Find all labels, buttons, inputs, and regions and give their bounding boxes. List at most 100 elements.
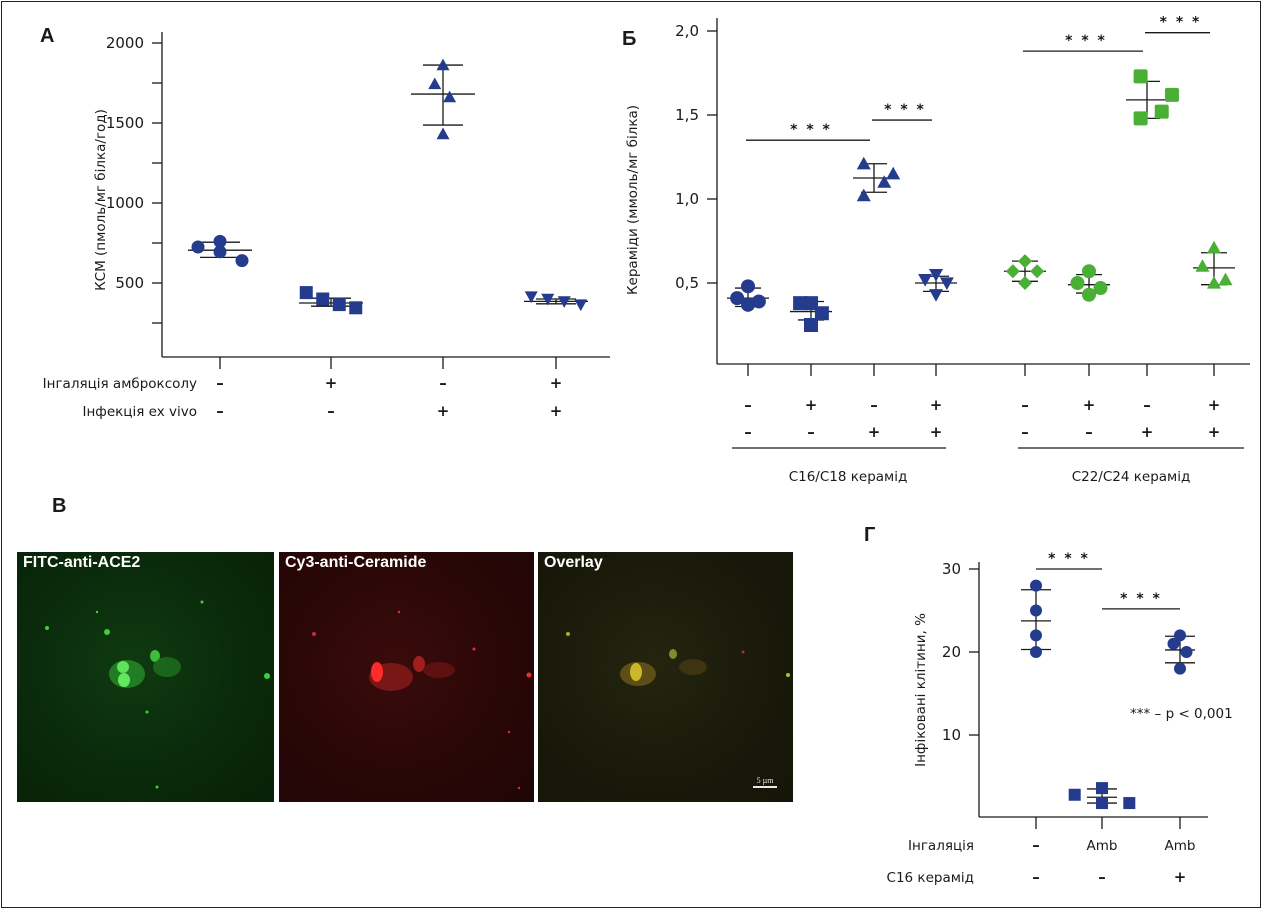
- data-point-D: [1167, 637, 1180, 650]
- data-point-D: [1030, 646, 1042, 658]
- data-point-D: [1096, 797, 1108, 810]
- data-point-A: [316, 292, 330, 306]
- data-point-B: [1093, 281, 1108, 296]
- fitc-signal: [45, 600, 270, 789]
- group-label-B: C22/C24 керамід: [1072, 469, 1191, 485]
- data-point-B: [1082, 287, 1096, 302]
- data-point-B: [751, 294, 766, 309]
- y-tick-label-D: 20: [942, 643, 961, 661]
- condition-symbol-B: –: [1143, 396, 1151, 414]
- data-point-D: [1030, 604, 1042, 617]
- data-point-B: [793, 296, 808, 311]
- data-point-B: [856, 156, 871, 170]
- y-axis-label-A: КСМ (пмоль/мг білка/год): [93, 109, 109, 291]
- data-point-A: [541, 293, 555, 306]
- y-axis-label-D: Інфіковані клітини, %: [913, 613, 929, 767]
- condition-symbol-A: +: [437, 402, 450, 420]
- condition-symbol-B: +: [930, 423, 943, 441]
- condition-label-A: Інгаляція амброксолу: [43, 376, 197, 392]
- cy3-signal: [312, 610, 532, 790]
- condition-symbol-A: –: [216, 374, 224, 392]
- microscopy-title-fitc: FITC-anti-ACE2: [23, 554, 141, 571]
- significance-stars-D: * * *: [1120, 591, 1162, 607]
- data-point-A: [428, 77, 442, 90]
- data-point-D: [1180, 646, 1193, 658]
- scale-bar-line: [753, 786, 777, 788]
- condition-symbol-B: +: [868, 423, 881, 441]
- y-tick-label-A: 2000: [106, 34, 144, 52]
- data-point-B: [1207, 276, 1221, 289]
- data-point-D: [1030, 579, 1042, 592]
- data-point-B: [886, 166, 901, 180]
- data-point-A: [213, 245, 227, 259]
- data-point-B: [1005, 264, 1020, 279]
- y-tick-label-D: 10: [942, 726, 961, 744]
- microscopy-panel-fitc: FITC-anti-ACE2: [17, 552, 274, 802]
- data-point-B: [814, 306, 829, 321]
- data-point-B: [1070, 276, 1085, 290]
- microscopy-title-overlay: Overlay: [544, 554, 603, 571]
- condition-symbol-B: +: [1141, 423, 1154, 441]
- condition-symbol-B: –: [870, 396, 878, 414]
- data-point-D: [1174, 662, 1186, 675]
- y-tick-label-A: 1000: [106, 194, 144, 212]
- data-point-B: [1164, 87, 1179, 102]
- condition-label-D: Інгаляція: [908, 838, 974, 854]
- data-point-A: [213, 234, 227, 248]
- condition-symbol-B: –: [807, 423, 815, 441]
- data-point-B: [1207, 240, 1221, 254]
- overlay-signal: [566, 632, 790, 686]
- data-point-D: [1174, 629, 1186, 642]
- condition-symbol-B: –: [1085, 423, 1093, 441]
- y-tick-label-D: 30: [942, 560, 961, 578]
- data-point-B: [877, 175, 892, 188]
- condition-symbol-D: –: [1032, 868, 1040, 886]
- data-point-D: [1096, 782, 1108, 795]
- condition-symbol-A: +: [550, 402, 563, 420]
- condition-symbol-B: –: [744, 423, 752, 441]
- condition-symbol-D: Amb: [1165, 838, 1196, 854]
- data-point-A: [524, 291, 538, 304]
- data-point-B: [1133, 111, 1148, 126]
- y-tick-label-B: 1,0: [675, 190, 699, 208]
- data-point-A: [191, 240, 205, 254]
- condition-symbol-A: –: [327, 402, 335, 420]
- data-point-D: [1030, 629, 1042, 642]
- condition-label-A: Інфекція ex vivo: [83, 404, 198, 420]
- condition-symbol-D: –: [1098, 868, 1106, 886]
- data-point-B: [939, 277, 954, 290]
- data-point-A: [436, 58, 450, 71]
- y-tick-label-B: 2,0: [675, 22, 699, 40]
- condition-symbol-B: +: [1208, 396, 1221, 414]
- data-point-B: [1018, 254, 1032, 269]
- data-point-B: [1030, 264, 1045, 279]
- condition-symbol-D: –: [1032, 836, 1040, 854]
- condition-symbol-B: –: [1021, 396, 1029, 414]
- data-point-B: [929, 289, 943, 302]
- condition-symbol-B: +: [930, 396, 943, 414]
- condition-symbol-A: –: [216, 402, 224, 420]
- significance-stars-B: * * *: [1160, 15, 1202, 31]
- condition-symbol-A: –: [439, 374, 447, 392]
- microscopy-panel-overlay: Overlay 5 µm: [538, 552, 793, 802]
- microscopy-title-cy3: Cy3-anti-Ceramide: [285, 554, 427, 571]
- y-tick-label-A: 500: [115, 274, 144, 292]
- scale-bar-label: 5 µm: [756, 776, 774, 785]
- data-point-B: [804, 318, 818, 332]
- data-point-B: [1195, 259, 1210, 272]
- data-point-A: [443, 90, 457, 103]
- panel-label-A: А: [40, 25, 54, 47]
- condition-symbol-A: +: [550, 374, 563, 392]
- data-point-B: [1133, 69, 1148, 84]
- condition-symbol-D: +: [1174, 868, 1187, 886]
- data-point-A: [235, 254, 249, 268]
- data-point-B: [1018, 276, 1032, 290]
- condition-symbol-A: +: [325, 374, 338, 392]
- p-value-annotation: *** – p < 0,001: [1130, 706, 1233, 722]
- data-point-B: [1154, 104, 1169, 119]
- data-point-B: [730, 291, 745, 306]
- y-tick-label-B: 0,5: [675, 274, 699, 292]
- scale-bar: 5 µm: [753, 776, 777, 788]
